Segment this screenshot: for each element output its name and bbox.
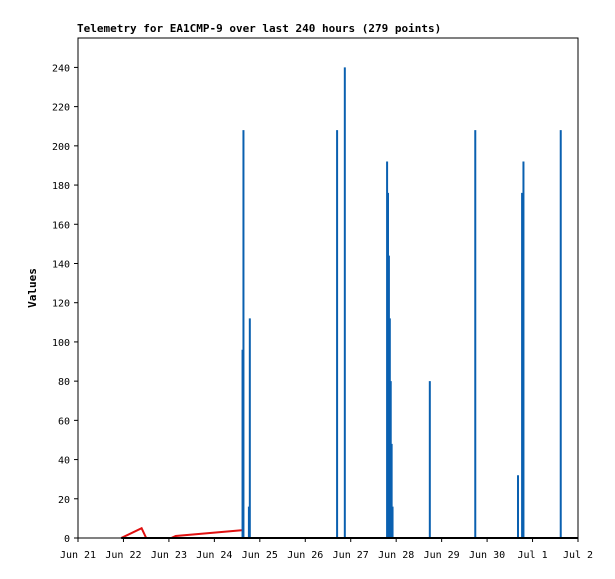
y-tick-label: 220 [52,103,70,114]
chart-title: Telemetry for EA1CMP-9 over last 240 hou… [77,22,442,35]
x-tick-label: Jul 2 [563,550,593,561]
x-tick-label: Jun 27 [333,550,369,561]
x-tick-label: Jun 23 [151,550,187,561]
series-0 [241,67,562,538]
x-tick-label: Jun 26 [287,550,323,561]
y-axis: 0 20 40 60 80 100 120 140 160 180 200 220 240 [52,63,78,545]
x-tick-label: Jul 1 [517,550,547,561]
y-tick-label: 20 [58,495,70,506]
y-tick-label: 60 [58,416,70,427]
y-tick-label: 40 [58,456,70,467]
x-tick-label: Jun 25 [242,550,278,561]
y-tick-label: 240 [52,63,70,74]
y-tick-label: 120 [52,299,70,310]
y-tick-label: 200 [52,142,70,153]
y-tick-label: 180 [52,181,70,192]
y-tick-label: 80 [58,377,70,388]
y-tick-label: 0 [64,534,70,545]
y-axis-title: Values [26,268,39,308]
x-axis: Jun 21 Jun 22 Jun 23 Jun 24 Jun 25 Jun 26 Jun … [60,538,593,561]
x-tick-label: Jun 22 [105,550,141,561]
y-tick-label: 140 [52,259,70,270]
y-tick-label: 100 [52,338,70,349]
plot-frame [77,37,579,539]
x-tick-label: Jun 21 [60,550,96,561]
y-tick-label: 160 [52,220,70,231]
x-tick-label: Jun 29 [424,550,460,561]
x-tick-label: Jun 28 [378,550,414,561]
x-tick-label: Jun 24 [196,550,232,561]
series-layer [120,67,578,539]
x-tick-label: Jun 30 [469,550,505,561]
